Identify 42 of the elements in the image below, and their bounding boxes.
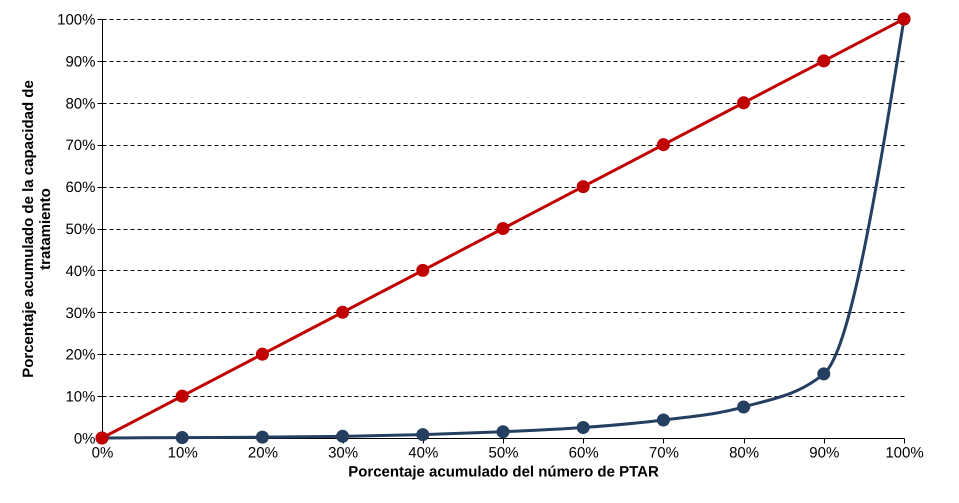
point xyxy=(336,430,350,443)
y-tick-label: 80% xyxy=(65,95,96,112)
point xyxy=(256,348,269,361)
point xyxy=(656,138,670,152)
y-tick-label: 30% xyxy=(65,304,96,322)
x-tick-label: 100% xyxy=(885,444,924,462)
x-tick-label: 90% xyxy=(809,444,840,462)
point xyxy=(416,264,430,277)
y-tick-label: 90% xyxy=(65,53,96,70)
point xyxy=(737,400,750,414)
y-axis-title: Porcentaje acumulado de la capacidad de tratamiento xyxy=(20,80,54,378)
point xyxy=(336,306,350,319)
x-axis-title: Porcentaje acumulado del número de PTAR xyxy=(348,464,659,480)
y-tick-label: 40% xyxy=(65,262,96,280)
point xyxy=(817,367,830,380)
x-tick-label: 20% xyxy=(248,444,278,462)
x-tick-label: 70% xyxy=(648,444,679,462)
point xyxy=(176,431,189,444)
y-tick-label: 10% xyxy=(65,388,96,406)
x-tick-label: 60% xyxy=(568,444,599,462)
x-tick-label: 40% xyxy=(408,444,438,462)
x-tick-label: 10% xyxy=(168,444,198,462)
x-tick-label: 30% xyxy=(328,444,358,462)
point xyxy=(656,413,670,426)
x-tick-label: 0% xyxy=(92,444,114,462)
y-tick-label: 100% xyxy=(57,12,96,28)
y-tick-label: 60% xyxy=(65,179,96,196)
point xyxy=(416,428,430,442)
point xyxy=(737,96,750,110)
y-tick-label: 70% xyxy=(65,137,96,154)
point xyxy=(176,390,189,403)
y-tick-label: 50% xyxy=(65,221,96,238)
point xyxy=(817,54,830,68)
point xyxy=(576,421,590,434)
x-tick-label: 50% xyxy=(488,444,519,462)
y-tick-label: 0% xyxy=(74,430,96,448)
x-tick-label: 80% xyxy=(729,444,760,462)
point xyxy=(256,430,269,444)
point xyxy=(496,425,510,438)
point xyxy=(496,222,510,236)
point xyxy=(576,180,590,194)
y-tick-label: 20% xyxy=(65,346,96,364)
